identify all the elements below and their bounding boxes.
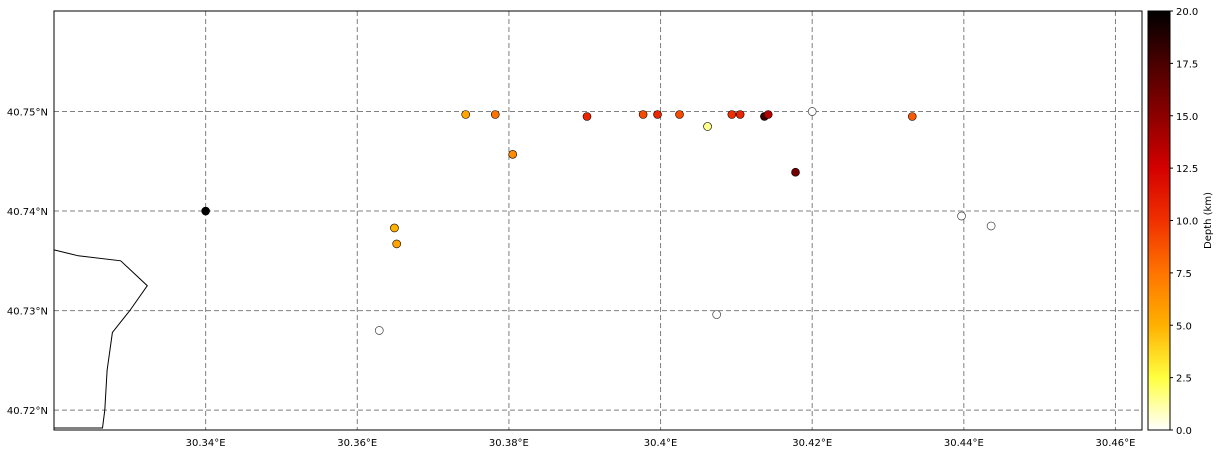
- colorbar-tick-label: 17.5: [1176, 59, 1198, 70]
- x-axis-ticks: 30.34°E 30.36°E 30.38°E 30.4°E 30.42°E 30.44°…: [186, 438, 1136, 449]
- earthquake-marker: [791, 167, 800, 177]
- colorbar-tick-label: 12.5: [1176, 164, 1198, 175]
- y-tick-label: 40.72°N: [7, 406, 48, 417]
- earthquake-marker: [638, 110, 648, 119]
- map-background: [54, 11, 1142, 430]
- map-plot-area: [53, 10, 1143, 431]
- depth-colorbar: 0.0 2.5 5.0 7.5 10.0 12.5 15.0 17.5 20.0 Depth (…: [1147, 7, 1214, 437]
- earthquake-marker: [703, 122, 712, 131]
- earthquake-marker: [490, 110, 500, 119]
- colorbar-tick-label: 5.0: [1176, 321, 1192, 332]
- x-tick-label: 30.34°E: [186, 438, 226, 449]
- earthquake-marker: [508, 150, 518, 159]
- earthquake-marker: [374, 326, 384, 335]
- x-tick-label: 30.4°E: [644, 438, 678, 449]
- colorbar-gradient: [1147, 10, 1171, 431]
- grid-lines: [54, 11, 1142, 430]
- coastline: [53, 249, 148, 429]
- earthquake-marker: [727, 110, 737, 119]
- earthquake-marker: [957, 211, 966, 221]
- earthquake-marker: [392, 239, 402, 249]
- earthquake-marker: [907, 112, 917, 121]
- earthquake-marker: [653, 110, 662, 119]
- x-tick-label: 30.42°E: [792, 438, 832, 449]
- y-axis-ticks: 40.72°N 40.73°N 40.74°N 40.75°N: [7, 108, 48, 418]
- colorbar-ticks: 0.0 2.5 5.0 7.5 10.0 12.5 15.0 17.5 20.0: [1170, 7, 1198, 437]
- earthquake-marker: [763, 110, 773, 119]
- earthquake-marker: [675, 110, 684, 119]
- earthquake-marker: [390, 223, 399, 233]
- earthquake-marker: [582, 112, 592, 121]
- colorbar-tick-label: 20.0: [1176, 7, 1198, 18]
- y-tick-label: 40.73°N: [7, 307, 48, 318]
- earthquake-marker: [986, 221, 996, 231]
- x-tick-label: 30.36°E: [337, 438, 377, 449]
- colorbar-tick-label: 15.0: [1176, 112, 1198, 123]
- y-tick-label: 40.74°N: [7, 207, 48, 218]
- colorbar-label: Depth (km): [1203, 192, 1214, 249]
- colorbar-tick-label: 2.5: [1176, 374, 1192, 385]
- x-tick-label: 30.46°E: [1095, 438, 1135, 449]
- x-tick-label: 30.44°E: [944, 438, 984, 449]
- earthquake-marker: [712, 310, 722, 319]
- earthquake-marker: [201, 206, 210, 216]
- earthquake-marker: [461, 110, 470, 119]
- colorbar-tick-label: 10.0: [1176, 217, 1198, 228]
- x-tick-label: 30.38°E: [489, 438, 529, 449]
- y-tick-label: 40.75°N: [7, 108, 48, 119]
- colorbar-tick-label: 7.5: [1176, 269, 1192, 280]
- earthquake-marker: [807, 107, 817, 116]
- earthquake-marker: [735, 110, 745, 119]
- map-frame: [53, 10, 1143, 431]
- earthquake-points: [201, 107, 996, 335]
- colorbar-tick-label: 0.0: [1176, 426, 1192, 437]
